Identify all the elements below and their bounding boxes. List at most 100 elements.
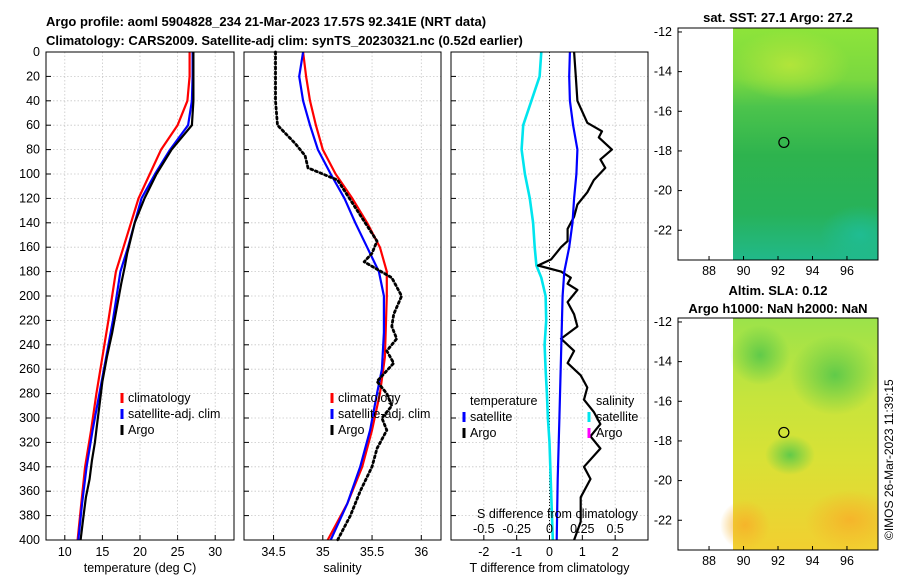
map-x-tick-label: 94 — [806, 554, 820, 568]
depth-tick-label: 260 — [19, 362, 40, 376]
depth-tick-label: 240 — [19, 338, 40, 352]
depth-tick-label: 160 — [19, 240, 40, 254]
x-tick-label: 1 — [579, 545, 586, 559]
depth-tick-label: 400 — [19, 533, 40, 547]
map-y-tick-label: -12 — [654, 315, 672, 329]
depth-tick-label: 300 — [19, 411, 40, 425]
legend-label: satellite-adj. clim — [128, 407, 220, 421]
sla-high-patch-1 — [805, 490, 878, 550]
depth-tick-label: 200 — [19, 289, 40, 303]
secondary-x-tick-label: -0.25 — [502, 522, 531, 536]
sla-map-ticks: 88 90 92 94 96 -12 -14 -16 -18 -20 -22 — [654, 315, 854, 568]
map-y-tick-label: -20 — [654, 474, 672, 488]
figure-title-line1: Argo profile: aoml 5904828_234 21-Mar-20… — [46, 14, 486, 29]
map-x-tick-label: 90 — [737, 264, 751, 278]
secondary-x-tick-label: 0.25 — [570, 522, 594, 536]
depth-tick-label: 360 — [19, 484, 40, 498]
temperature-panel: 10 15 20 25 30 temperature (deg C) 0 20 40 60 80 10… — [19, 45, 235, 575]
depth-tick-label: 0 — [33, 45, 40, 59]
legend-title-salinity: salinity — [596, 394, 635, 408]
x-tick-label: -1 — [511, 545, 522, 559]
x-axis-label: salinity — [323, 561, 362, 575]
x-tick-label: 15 — [95, 545, 109, 559]
secondary-x-tick-label: -0.5 — [473, 522, 495, 536]
x-tick-label: 36 — [414, 545, 428, 559]
legend-label: Argo — [470, 426, 496, 440]
map-y-tick-label: -18 — [654, 144, 672, 158]
series-t-argo — [536, 51, 614, 541]
series-t-satellite — [520, 51, 555, 541]
secondary-x-tick-label: 0.5 — [606, 522, 623, 536]
series-argo — [79, 52, 195, 541]
legend-title-temperature: temperature — [470, 394, 537, 408]
x-tick-label: 35.5 — [360, 545, 384, 559]
legend-label: satellite — [470, 410, 512, 424]
sla-high-patch-2 — [720, 500, 770, 550]
x-axis-label: temperature (deg C) — [84, 561, 197, 575]
legend-label: Argo — [596, 426, 622, 440]
depth-tick-label: 20 — [26, 69, 40, 83]
x-axis-label: T difference from climatology — [469, 561, 630, 575]
map-y-tick-label: -16 — [654, 104, 672, 118]
legend-label: climatology — [338, 391, 401, 405]
x-tick-label: -2 — [478, 545, 489, 559]
depth-tick-label: 280 — [19, 387, 40, 401]
depth-tick-label: 80 — [26, 143, 40, 157]
depth-tick-label: 220 — [19, 313, 40, 327]
series-satellite-adj-clim — [298, 51, 385, 541]
map-y-tick-label: -18 — [654, 434, 672, 448]
secondary-x-tick-label: 0 — [546, 522, 553, 536]
map-x-tick-label: 96 — [840, 554, 854, 568]
sst-argo-position-marker — [778, 136, 790, 149]
x-tick-label: 30 — [208, 545, 222, 559]
sla-map-subtitle: Argo h1000: NaN h2000: NaN — [688, 301, 867, 316]
map-y-tick-label: -22 — [654, 513, 672, 527]
depth-tick-label: 100 — [19, 167, 40, 181]
legend-label: satellite-adj. clim — [338, 407, 430, 421]
map-x-tick-label: 88 — [702, 264, 716, 278]
map-x-tick-label: 88 — [702, 554, 716, 568]
sst-map-title: sat. SST: 27.1 Argo: 27.2 — [703, 10, 853, 25]
series-argo — [274, 50, 404, 542]
depth-tick-label: 380 — [19, 509, 40, 523]
imos-watermark: ©IMOS 26-Mar-2023 11:39:15 — [882, 379, 896, 540]
map-x-tick-label: 94 — [806, 264, 820, 278]
map-x-tick-label: 92 — [771, 264, 785, 278]
map-y-tick-label: -16 — [654, 394, 672, 408]
sla-low-patch-3 — [765, 435, 815, 475]
difference-panel: -2 -1 0 1 2 T difference from climatology temp… — [450, 51, 649, 575]
legend-label: Argo — [338, 423, 364, 437]
legend-label: satellite — [596, 410, 638, 424]
map-y-tick-label: -12 — [654, 25, 672, 39]
map-y-tick-label: -22 — [654, 223, 672, 237]
figure-title-line2: Climatology: CARS2009. Satellite-adj cli… — [46, 33, 523, 48]
legend-label: Argo — [128, 423, 154, 437]
sst-warm-patch — [730, 30, 850, 100]
x-tick-label: 20 — [133, 545, 147, 559]
sla-map-title: Altim. SLA: 0.12 — [729, 283, 828, 298]
series-climatology — [76, 52, 191, 541]
map-y-tick-label: -20 — [654, 184, 672, 198]
legend-label: climatology — [128, 391, 191, 405]
x-tick-label: 10 — [58, 545, 72, 559]
depth-tick-label: 40 — [26, 94, 40, 108]
salinity-panel: 34.5 35 35.5 36 salinity climatology satellite… — [243, 50, 442, 575]
map-x-tick-label: 92 — [771, 554, 785, 568]
depth-tick-label: 120 — [19, 191, 40, 205]
x-tick-label: 35 — [316, 545, 330, 559]
sla-argo-position-marker — [778, 426, 790, 439]
secondary-x-axis-label: S difference from climatology — [477, 507, 639, 521]
depth-tick-label: 340 — [19, 460, 40, 474]
map-x-tick-label: 90 — [737, 554, 751, 568]
x-tick-label: 2 — [612, 545, 619, 559]
x-tick-label: 34.5 — [261, 545, 285, 559]
map-x-tick-label: 96 — [840, 264, 854, 278]
depth-tick-label: 140 — [19, 216, 40, 230]
map-y-tick-label: -14 — [654, 65, 672, 79]
x-tick-label: 0 — [546, 545, 553, 559]
depth-tick-label: 320 — [19, 435, 40, 449]
series-s-satellite — [555, 51, 579, 541]
series-climatology — [302, 51, 388, 541]
sat-sst-map-panel: sat. SST: 27.1 Argo: 27.2 88 90 92 94 96 -12 -… — [654, 10, 879, 278]
